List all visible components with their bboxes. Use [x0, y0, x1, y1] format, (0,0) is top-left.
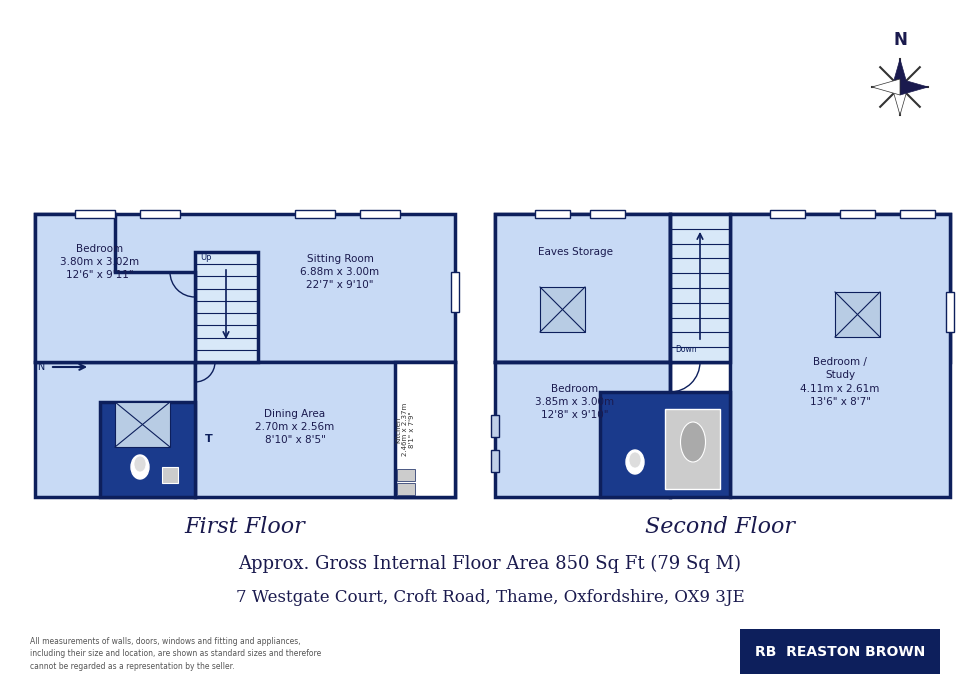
Ellipse shape	[626, 450, 644, 474]
Bar	[395, 362, 455, 497]
Polygon shape	[872, 79, 900, 95]
Bar	[900, 210, 935, 218]
Bar	[840, 210, 875, 218]
Text: T: T	[205, 434, 213, 444]
Bar	[540, 287, 585, 332]
Bar	[35, 362, 195, 497]
Ellipse shape	[131, 455, 149, 479]
Ellipse shape	[134, 456, 146, 472]
Ellipse shape	[629, 452, 641, 468]
Bar	[835, 292, 880, 337]
Text: RB  REASTON BROWN: RB REASTON BROWN	[755, 645, 925, 659]
Bar	[665, 409, 720, 489]
Text: Sitting Room
6.88m x 3.00m
22'7" x 9'10": Sitting Room 6.88m x 3.00m 22'7" x 9'10"	[301, 254, 379, 290]
Text: Kitchen
2.46m x 2.37m
8'1" x 7'9": Kitchen 2.46m x 2.37m 8'1" x 7'9"	[395, 403, 415, 456]
Bar	[360, 210, 400, 218]
Text: Eaves Storage: Eaves Storage	[537, 247, 612, 257]
Bar	[397, 483, 415, 495]
Bar	[946, 292, 954, 332]
Text: Second Floor: Second Floor	[645, 516, 795, 538]
Bar	[162, 467, 178, 483]
Bar	[75, 210, 115, 218]
Text: All measurements of walls, doors, windows and fitting and appliances,
including : All measurements of walls, doors, window…	[30, 637, 321, 671]
Polygon shape	[892, 87, 908, 115]
Text: 7 Westgate Court, Croft Road, Thame, Oxfordshire, OX9 3JE: 7 Westgate Court, Croft Road, Thame, Oxf…	[235, 588, 745, 606]
Bar	[730, 214, 950, 497]
Bar	[195, 362, 455, 497]
Bar	[590, 210, 625, 218]
Bar	[451, 272, 459, 312]
Bar	[35, 214, 455, 362]
Bar	[140, 210, 180, 218]
Text: First Floor: First Floor	[184, 516, 306, 538]
Text: Bedroom
3.80m x 3.02m
12'6" x 9'11": Bedroom 3.80m x 3.02m 12'6" x 9'11"	[61, 244, 139, 280]
Bar	[495, 362, 670, 497]
Bar	[495, 214, 950, 362]
Bar	[495, 214, 670, 362]
Bar	[195, 252, 258, 362]
Bar	[740, 629, 940, 674]
Text: Approx. Gross Internal Floor Area 850 Sq Ft (79 Sq M): Approx. Gross Internal Floor Area 850 Sq…	[238, 555, 742, 573]
Ellipse shape	[680, 422, 706, 462]
Polygon shape	[35, 214, 195, 362]
Text: N: N	[893, 31, 907, 49]
Text: Bedroom
3.85m x 3.00m
12'8" x 9'10": Bedroom 3.85m x 3.00m 12'8" x 9'10"	[535, 384, 614, 420]
Bar	[600, 392, 730, 497]
Bar	[491, 450, 499, 472]
Bar	[295, 210, 335, 218]
Text: IN: IN	[35, 362, 45, 372]
Bar	[535, 210, 570, 218]
Bar	[670, 214, 730, 362]
Bar	[115, 402, 170, 447]
Text: Down: Down	[675, 345, 697, 354]
Bar	[397, 469, 415, 481]
Bar	[491, 415, 499, 437]
Polygon shape	[900, 79, 928, 95]
Text: Dining Area
2.70m x 2.56m
8'10" x 8'5": Dining Area 2.70m x 2.56m 8'10" x 8'5"	[256, 409, 334, 445]
Polygon shape	[892, 59, 908, 87]
Text: Bedroom /
Study
4.11m x 2.61m
13'6" x 8'7": Bedroom / Study 4.11m x 2.61m 13'6" x 8'…	[801, 357, 880, 407]
Text: Up: Up	[200, 253, 212, 262]
Bar	[770, 210, 805, 218]
Bar	[100, 402, 195, 497]
